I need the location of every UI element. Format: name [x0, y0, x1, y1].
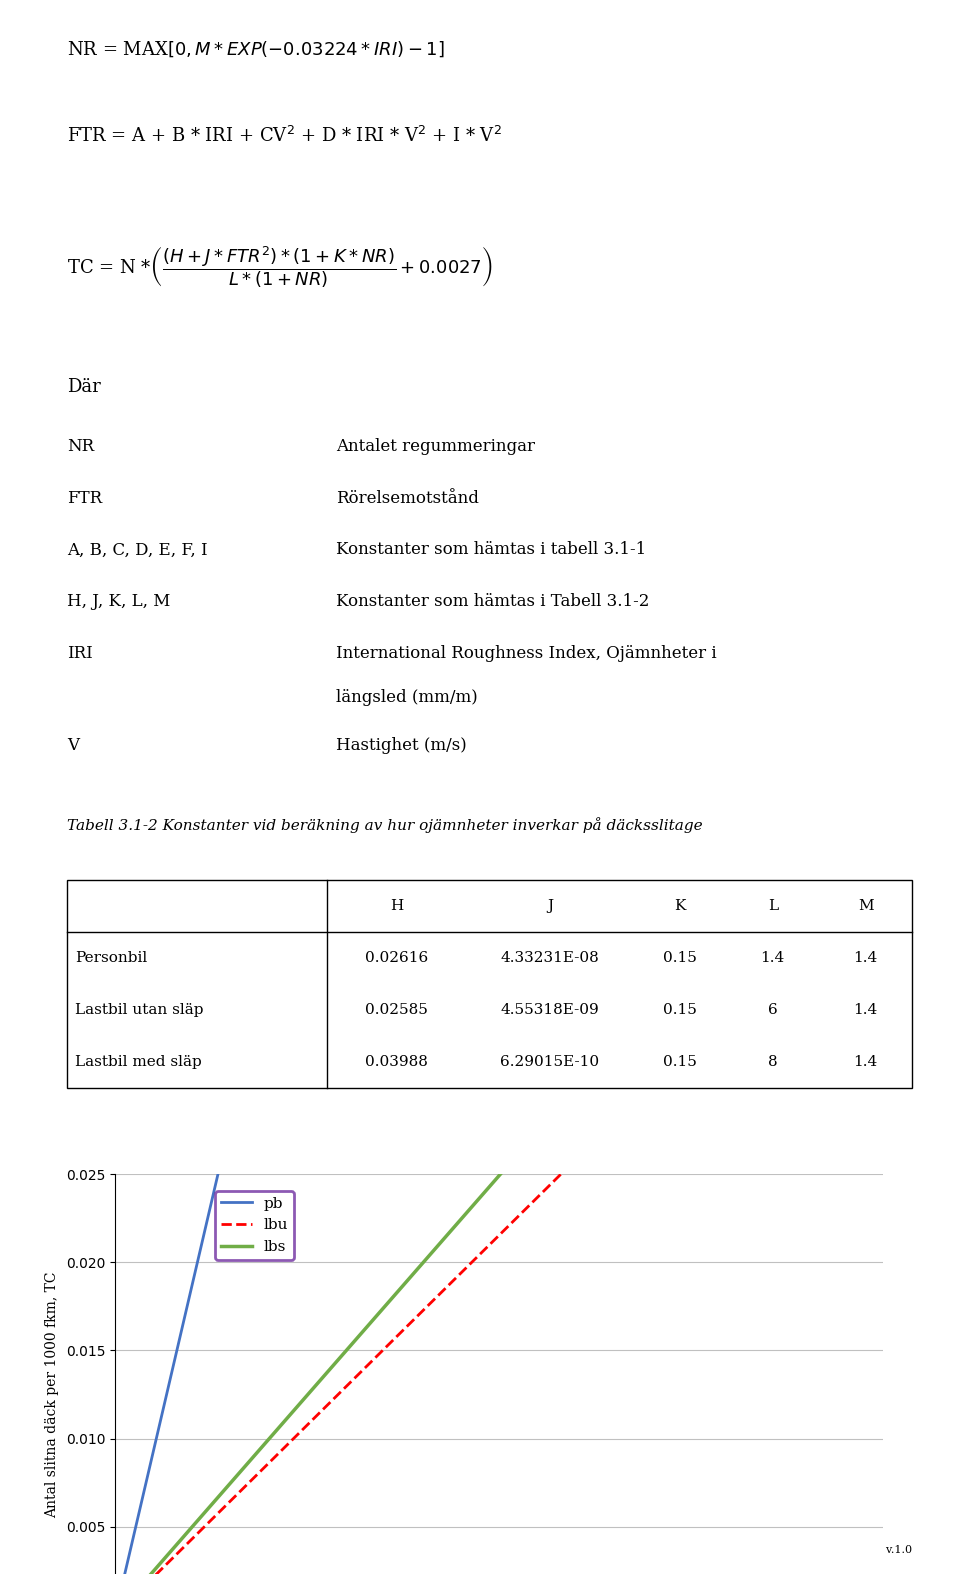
Text: 6: 6 — [768, 1003, 778, 1017]
Text: Antalet regummeringar: Antalet regummeringar — [336, 438, 535, 455]
Text: 0.15: 0.15 — [663, 951, 697, 965]
Text: 1.4: 1.4 — [760, 951, 785, 965]
Text: TC = N *$\left(\dfrac{(H + J * FTR^2) * (1 + K * NR)}{L * (1 + NR)} + 0.0027\rig: TC = N *$\left(\dfrac{(H + J * FTR^2) * … — [67, 244, 492, 290]
Text: Lastbil med släp: Lastbil med släp — [75, 1055, 202, 1069]
Text: 1.4: 1.4 — [853, 1003, 877, 1017]
Text: Konstanter som hämtas i Tabell 3.1-2: Konstanter som hämtas i Tabell 3.1-2 — [336, 593, 649, 611]
Text: J: J — [547, 899, 553, 913]
Text: 4.55318E-09: 4.55318E-09 — [500, 1003, 599, 1017]
Legend: pb, lbu, lbs: pb, lbu, lbs — [215, 1190, 295, 1261]
Text: H, J, K, L, M: H, J, K, L, M — [67, 593, 171, 611]
Text: NR = MAX$\left[0, M * EXP\left(-0.03224 * IRI\right) - 1\right]$: NR = MAX$\left[0, M * EXP\left(-0.03224 … — [67, 39, 444, 58]
Text: Tabell 3.1-2 Konstanter vid beräkning av hur ojämnheter inverkar på däcksslitage: Tabell 3.1-2 Konstanter vid beräkning av… — [67, 817, 703, 833]
Text: FTR: FTR — [67, 490, 103, 507]
Text: K: K — [674, 899, 685, 913]
Text: Rörelsemotstånd: Rörelsemotstånd — [336, 490, 479, 507]
Text: 6.29015E-10: 6.29015E-10 — [500, 1055, 599, 1069]
Text: Där: Där — [67, 378, 101, 395]
Text: Hastighet (m/s): Hastighet (m/s) — [336, 737, 467, 754]
Text: 0.15: 0.15 — [663, 1003, 697, 1017]
Text: 8: 8 — [768, 1055, 778, 1069]
Text: Konstanter som hämtas i tabell 3.1-1: Konstanter som hämtas i tabell 3.1-1 — [336, 541, 646, 559]
Y-axis label: Antal slitna däck per 1000 fkm, TC: Antal slitna däck per 1000 fkm, TC — [45, 1272, 59, 1517]
Bar — [67, 880, 912, 1088]
Text: International Roughness Index, Ojämnheter i: International Roughness Index, Ojämnhete… — [336, 645, 716, 663]
Text: 1.4: 1.4 — [853, 1055, 877, 1069]
Text: FTR = A + B * IRI + CV$^2$ + D * IRI * V$^2$ + I * V$^2$: FTR = A + B * IRI + CV$^2$ + D * IRI * V… — [67, 126, 502, 146]
Text: 0.03988: 0.03988 — [366, 1055, 428, 1069]
Text: 15: 15 — [469, 1517, 491, 1535]
Text: TDOK 2010:239 Mall_Rapport generell v.1.0: TDOK 2010:239 Mall_Rapport generell v.1.… — [661, 1544, 912, 1555]
Text: 0.02616: 0.02616 — [365, 951, 428, 965]
Text: 1.4: 1.4 — [853, 951, 877, 965]
Text: A, B, C, D, E, F, I: A, B, C, D, E, F, I — [67, 541, 207, 559]
Text: H: H — [390, 899, 403, 913]
Text: V: V — [67, 737, 79, 754]
Text: NR: NR — [67, 438, 94, 455]
Text: L: L — [768, 899, 778, 913]
Text: IRI: IRI — [67, 645, 93, 663]
Text: Personbil: Personbil — [75, 951, 147, 965]
Text: 0.02585: 0.02585 — [366, 1003, 428, 1017]
Text: 0.15: 0.15 — [663, 1055, 697, 1069]
Text: M: M — [858, 899, 874, 913]
Text: Lastbil utan släp: Lastbil utan släp — [75, 1003, 204, 1017]
Text: längsled (mm/m): längsled (mm/m) — [336, 689, 478, 707]
Text: 4.33231E-08: 4.33231E-08 — [500, 951, 599, 965]
